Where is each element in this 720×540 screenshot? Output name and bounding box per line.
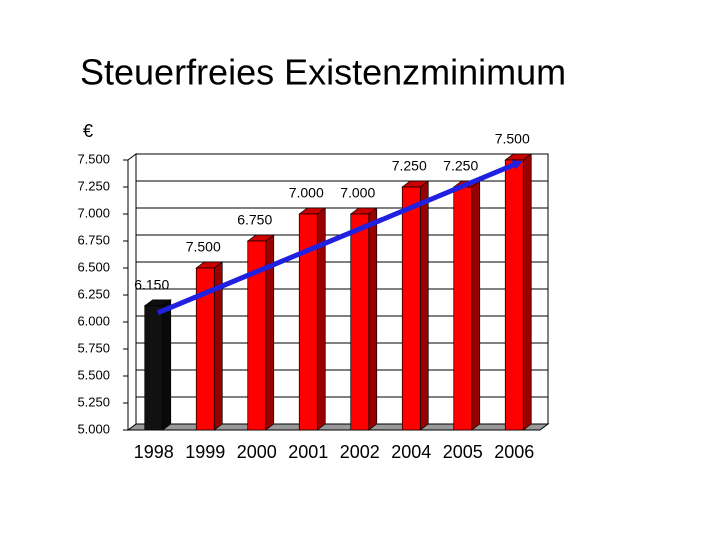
bar-front — [504, 159, 524, 431]
bar — [195, 261, 224, 431]
bar-side — [522, 153, 532, 431]
y-tick-label: 6.250 — [77, 286, 110, 301]
value-label: 7.500 — [495, 131, 530, 147]
y-tick-label: 5.500 — [77, 367, 110, 382]
value-label: 7.250 — [443, 158, 478, 174]
value-label: 7.000 — [340, 185, 375, 201]
trend-arrow — [156, 160, 523, 316]
bar — [298, 207, 327, 431]
value-label: 7.000 — [289, 185, 324, 201]
bar — [349, 207, 378, 431]
bar-front — [350, 213, 370, 431]
value-label: 7.250 — [392, 158, 427, 174]
y-tick-label: 5.000 — [77, 421, 110, 436]
bar — [246, 234, 275, 431]
y-tick-label: 6.000 — [77, 313, 110, 328]
bar-side — [368, 207, 378, 431]
y-tick-label: 6.500 — [77, 259, 110, 274]
bar-front — [401, 186, 421, 431]
x-tick-label: 2002 — [340, 442, 380, 462]
bar — [452, 180, 481, 431]
bar-front — [247, 240, 267, 431]
x-tick-label: 2006 — [494, 442, 534, 462]
y-axis-label: € — [83, 121, 93, 141]
x-tick-label: 1999 — [185, 442, 225, 462]
bar-front — [453, 186, 473, 431]
floor — [126, 423, 550, 431]
bar-side — [419, 180, 429, 431]
value-label: 6.150 — [134, 277, 169, 293]
y-tick-label: 5.750 — [77, 340, 110, 355]
bar-side — [162, 299, 172, 431]
bar — [504, 153, 533, 431]
x-tick-label: 2005 — [443, 442, 483, 462]
bar-front — [144, 305, 164, 431]
value-label: 7.500 — [186, 239, 221, 255]
x-tick-label: 2004 — [391, 442, 431, 462]
bar — [401, 180, 430, 431]
bar — [143, 299, 172, 431]
bar-front — [195, 267, 215, 431]
chart-title: Steuerfreies Existenzminimum — [80, 52, 566, 93]
y-tick-label: 5.250 — [77, 394, 110, 409]
y-tick-label: 7.500 — [77, 151, 110, 166]
y-tick-label: 7.000 — [77, 205, 110, 220]
y-tick-label: 6.750 — [77, 232, 110, 247]
x-tick-label: 1998 — [134, 442, 174, 462]
y-tick-label: 7.250 — [77, 178, 110, 193]
x-tick-label: 2001 — [288, 442, 328, 462]
bar-side — [471, 180, 481, 431]
value-label: 6.750 — [237, 212, 272, 228]
x-tick-label: 2000 — [237, 442, 277, 462]
bar-front — [298, 213, 318, 431]
